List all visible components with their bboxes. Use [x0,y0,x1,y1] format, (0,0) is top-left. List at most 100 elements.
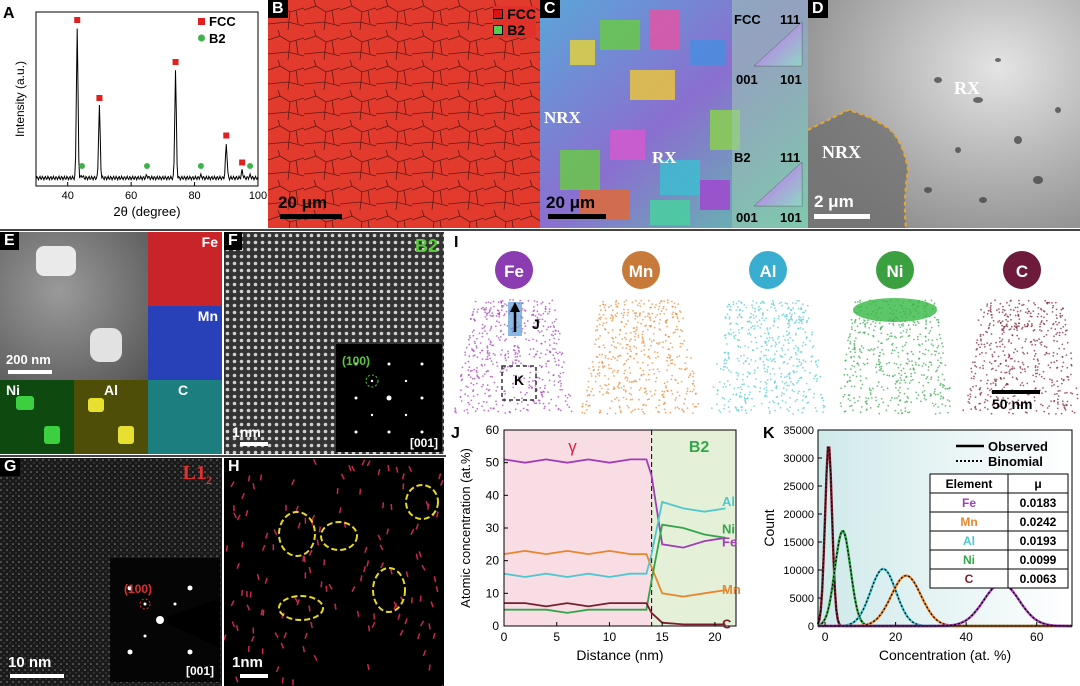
x-tick-label: 10 [603,630,617,644]
filtered-fringe [304,572,307,579]
series-c [504,602,726,626]
filtered-fringe [343,521,347,528]
filtered-fringe [390,504,393,511]
scale-bar [10,674,64,678]
table-cell-mu: 0.0063 [1020,572,1057,586]
filtered-fringe [408,466,413,473]
region-rx: RX [954,78,980,98]
plot-frame [35,11,259,187]
scale-bar [280,214,342,219]
fcc-peak-marker [96,95,103,101]
ipf-key-b2-111: 111 [780,150,801,165]
element-ball-mn [622,251,660,289]
x-tick-label: 60 [1030,630,1044,644]
panel-h: H 1nm [224,458,444,686]
scale-label: 50 nm [992,396,1033,412]
filtered-fringe [308,566,312,574]
filtered-fringe [313,654,318,661]
y-tick-label: 20 [486,554,500,568]
series-al [503,500,726,578]
filtered-fringe [308,549,313,556]
filtered-fringe [256,573,260,581]
filtered-fringe [304,517,307,524]
apt-reconstruction: Fe Mn Al Ni C [454,251,1079,415]
series-mn [503,549,726,598]
filtered-fringe [250,635,255,642]
y-tick-label: 10 [486,586,500,600]
xrd-chart: A 40 60 80 100 2θ (degree) Intensity (a.u.) FCC… [3,5,267,219]
panel-k: 0 20 40 60 0 5000 10000 15000 20000 25000 30000 350… [760,420,1080,686]
filtered-fringe [404,618,408,625]
saed-inset: (100) [001] [110,558,220,682]
scale-bar [548,214,606,219]
legend-b2: B2 [209,31,226,46]
y-tick-label: 40 [486,488,500,502]
x-tick-label: 40 [62,190,74,202]
precipitate [90,328,122,362]
filtered-fringe [246,591,248,598]
filtered-fringe [225,545,229,552]
filtered-image [224,458,444,686]
filtered-fringe [283,632,287,639]
y-tick-label: 0 [808,621,814,633]
table-header: μ [1034,477,1041,491]
distribution-chart: 0 20 40 60 0 5000 10000 15000 20000 25000 30000 350… [761,425,1073,663]
b2-peak-marker [247,163,254,169]
y-tick-label: 5000 [790,593,814,605]
filtered-fringe [295,505,299,512]
filtered-fringe [405,571,409,578]
panel-label: E [0,232,19,250]
filtered-fringe [291,479,295,486]
panel-c: C NRX RX FCC 111 001 101 B2 111 001 101 … [540,0,808,228]
series-label-c: C [722,616,732,631]
y-axis-label: Count [761,509,777,546]
filtered-fringe [359,488,362,495]
scale-bar [814,214,870,219]
ipf-key-fcc-phase: FCC [734,12,761,27]
ipf-key-fcc-111: 111 [780,12,801,27]
filtered-fringe [435,511,439,518]
divider [0,229,1080,231]
filtered-fringe [387,465,390,472]
filtered-fringe [410,528,415,535]
scale-label: 10 nm [8,654,52,671]
proxigram-chart: 0 5 10 15 20 0 10 20 30 40 50 60 Distance (nm) Atomic… [451,423,741,663]
filtered-fringe [272,544,275,551]
y-tick-label: 0 [492,619,499,633]
y-axis-label: Atomic concentration (at.%) [458,448,473,608]
element-ball-ni [876,251,914,289]
legend-binomial: Binomial [988,454,1043,469]
legend-observed: Observed [988,439,1048,454]
filtered-fringe [410,597,413,604]
series-label-ni: Ni [722,522,735,537]
table-cell-element: Al [963,534,975,548]
filtered-fringe [280,642,285,649]
ipf-key-b2-101: 101 [780,210,802,225]
ordered-cluster-outline [405,484,439,520]
filtered-fringe [377,534,382,541]
x-tick-label: 0 [501,630,508,644]
filtered-fringe [432,632,436,640]
x-tick-label: 5 [553,630,560,644]
filtered-fringe [275,666,280,673]
b2-peak-marker [144,163,150,169]
legend-fcc-marker [198,18,205,25]
filtered-fringe [351,586,356,593]
zone-axis: [001] [409,436,438,450]
ipf-key-b2-001: 001 [736,210,758,225]
filtered-fringe [274,632,279,639]
filtered-fringe [334,603,337,610]
legend-fcc: FCC [507,6,536,22]
y-tick-label: 30000 [783,453,814,465]
x-axis-label: Concentration (at. %) [879,647,1011,663]
filtered-fringe [318,526,321,533]
filtered-fringe [323,559,326,566]
scale-label: 20 μm [278,193,328,212]
filtered-fringe [428,623,431,630]
b2-peak-marker [78,163,85,169]
ordered-cluster-outline [372,567,406,613]
panel-b: B FCC B2 20 μm [268,0,540,228]
panel-label: H [224,458,244,476]
filtered-fringe [363,566,367,573]
filtered-fringe [418,551,422,558]
